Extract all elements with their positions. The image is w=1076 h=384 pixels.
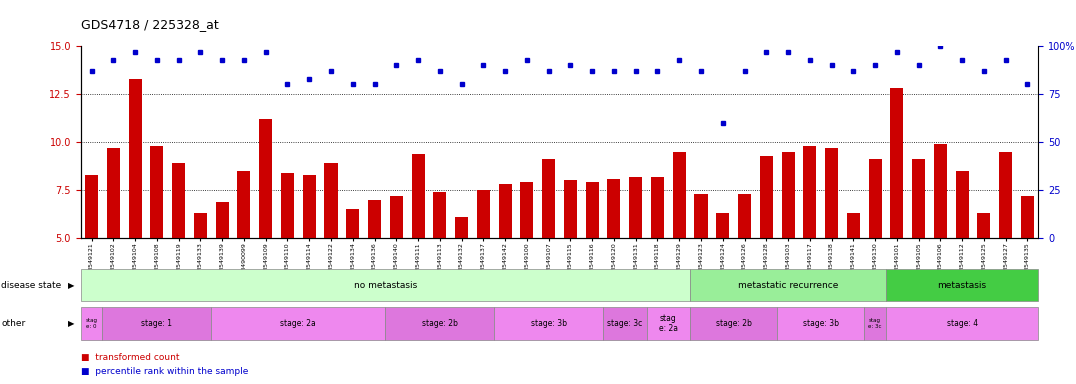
- Bar: [368, 200, 381, 238]
- Text: ■  transformed count: ■ transformed count: [81, 353, 180, 362]
- Bar: [85, 175, 98, 238]
- Bar: [259, 119, 272, 238]
- Bar: [411, 154, 425, 238]
- Bar: [672, 152, 685, 238]
- Text: stage: 3c: stage: 3c: [607, 319, 642, 328]
- Bar: [172, 163, 185, 238]
- Bar: [302, 175, 315, 238]
- Bar: [694, 194, 708, 238]
- Text: metastasis: metastasis: [937, 281, 987, 290]
- Text: stag
e: 0: stag e: 0: [86, 318, 98, 329]
- Bar: [390, 196, 402, 238]
- Bar: [825, 148, 838, 238]
- Text: disease state: disease state: [1, 281, 61, 290]
- Bar: [1021, 196, 1034, 238]
- Text: other: other: [1, 319, 26, 328]
- Bar: [564, 180, 577, 238]
- Text: stage: 2a: stage: 2a: [281, 319, 316, 328]
- Bar: [977, 213, 990, 238]
- Bar: [607, 179, 621, 238]
- Text: stage: 1: stage: 1: [141, 319, 172, 328]
- Bar: [521, 182, 534, 238]
- Bar: [238, 171, 251, 238]
- Text: ▶: ▶: [68, 319, 74, 328]
- Bar: [498, 184, 511, 238]
- Bar: [934, 144, 947, 238]
- Bar: [912, 159, 925, 238]
- Bar: [781, 152, 794, 238]
- Bar: [847, 213, 860, 238]
- Text: stage: 2b: stage: 2b: [422, 319, 457, 328]
- Bar: [629, 177, 642, 238]
- Bar: [585, 182, 598, 238]
- Bar: [717, 213, 730, 238]
- Text: stage: 3b: stage: 3b: [803, 319, 838, 328]
- Bar: [868, 159, 881, 238]
- Bar: [151, 146, 164, 238]
- Text: stage: 3b: stage: 3b: [530, 319, 567, 328]
- Text: stage: 2b: stage: 2b: [716, 319, 751, 328]
- Bar: [542, 159, 555, 238]
- Text: no metastasis: no metastasis: [354, 281, 417, 290]
- Bar: [804, 146, 817, 238]
- Text: ■  percentile rank within the sample: ■ percentile rank within the sample: [81, 367, 249, 376]
- Bar: [477, 190, 490, 238]
- Bar: [281, 173, 294, 238]
- Text: GDS4718 / 225328_at: GDS4718 / 225328_at: [81, 18, 218, 31]
- Bar: [325, 163, 338, 238]
- Bar: [1000, 152, 1013, 238]
- Text: ▶: ▶: [68, 281, 74, 290]
- Bar: [890, 88, 904, 238]
- Bar: [955, 171, 968, 238]
- Bar: [107, 148, 119, 238]
- Bar: [738, 194, 751, 238]
- Text: metastatic recurrence: metastatic recurrence: [738, 281, 838, 290]
- Bar: [194, 213, 207, 238]
- Bar: [215, 202, 229, 238]
- Bar: [346, 209, 359, 238]
- Bar: [651, 177, 664, 238]
- Text: stage: 4: stage: 4: [947, 319, 978, 328]
- Bar: [129, 79, 142, 238]
- Bar: [455, 217, 468, 238]
- Bar: [434, 192, 447, 238]
- Text: stag
e: 2a: stag e: 2a: [659, 314, 678, 333]
- Bar: [760, 156, 773, 238]
- Text: stag
e: 3c: stag e: 3c: [868, 318, 882, 329]
